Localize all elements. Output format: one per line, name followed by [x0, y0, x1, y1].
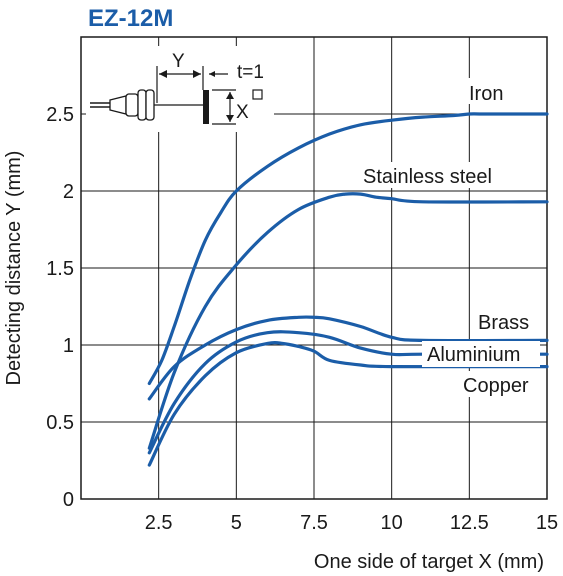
series-label-iron: Iron: [469, 83, 503, 105]
y-axis-label: Detecting distance Y (mm): [3, 151, 25, 386]
series-line-brass: [147, 315, 549, 401]
y-tick-label-3: 1.5: [46, 258, 74, 280]
series-line-stainless-steel: [147, 192, 549, 450]
stainless-label-bg: [358, 162, 534, 188]
diagram-y-label: Y: [172, 51, 185, 72]
y-tick-label-4: 2: [63, 181, 74, 203]
series-line-copper: [147, 341, 549, 467]
diagram-t-label: t=1: [237, 62, 264, 83]
target-plate: [203, 90, 209, 124]
x-tick-label-0: 2.5: [145, 512, 173, 534]
series-line-iron: [147, 112, 549, 386]
diagram-x-label: X: [236, 102, 249, 123]
aluminium-label-bg: [422, 341, 540, 367]
x-tick-label-4: 12.5: [450, 512, 489, 534]
x-tick-label-1: 5: [231, 512, 242, 534]
sensor-nut: [137, 89, 147, 121]
y-tick-labels: 0 0.5 1 1.5 2 2.5: [46, 104, 74, 511]
series-label-aluminium: Aluminium: [427, 344, 520, 366]
y-tick-label-5: 2.5: [46, 104, 74, 126]
x-tick-labels: 2.5 5 7.5 10 12.5 15: [145, 512, 558, 534]
square-symbol-icon: [252, 89, 263, 100]
series-label-stainless-steel: Stainless steel: [363, 166, 492, 188]
iron-label-bg: [464, 78, 524, 104]
sensor-diagram: Y t=1 X: [86, 46, 274, 132]
brass-label-bg: [474, 308, 544, 334]
y-tick-label-2: 1: [63, 335, 74, 357]
series-line-aluminium: [147, 330, 549, 455]
y-tick-label-0: 0: [63, 489, 74, 511]
chart-title: EZ-12M: [88, 5, 173, 32]
series-label-brass: Brass: [478, 312, 529, 334]
copper-label-bg: [458, 371, 544, 397]
series-label-copper: Copper: [463, 375, 529, 397]
x-tick-label-2: 7.5: [300, 512, 328, 534]
x-tick-label-3: 10: [381, 512, 403, 534]
y-tick-label-1: 0.5: [46, 412, 74, 434]
x-tick-label-5: 15: [536, 512, 558, 534]
sensor-housing: [125, 93, 139, 117]
plot-frame: [80, 36, 548, 500]
series-lines: [147, 112, 549, 467]
x-axis-label: One side of target X (mm): [314, 551, 544, 573]
